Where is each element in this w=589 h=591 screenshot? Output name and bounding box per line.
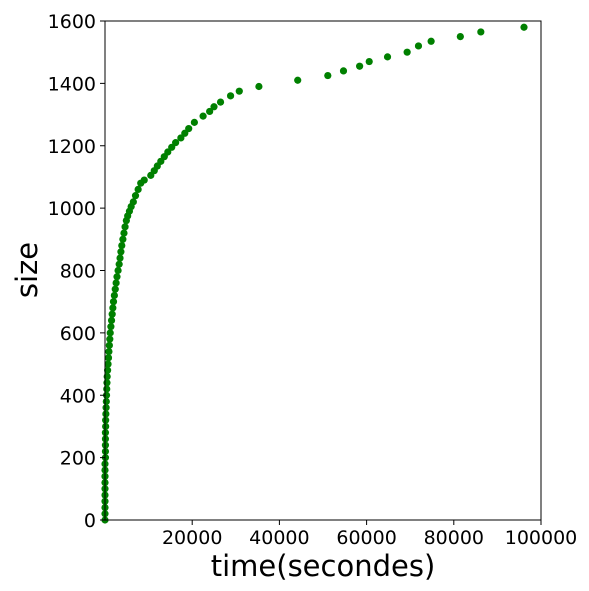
x-tick-label: 40000 — [249, 527, 309, 549]
y-tick-label: 0 — [84, 510, 96, 532]
x-tick-label: 20000 — [162, 527, 222, 549]
data-point — [113, 273, 121, 281]
data-point — [131, 192, 140, 200]
data-point — [105, 347, 113, 356]
data-point — [102, 410, 110, 418]
data-point — [235, 87, 243, 95]
data-point — [109, 304, 117, 312]
data-point — [206, 107, 214, 116]
data-point — [190, 118, 198, 126]
data-point — [104, 354, 113, 362]
data-point — [103, 385, 111, 393]
data-point — [339, 67, 348, 75]
data-point — [109, 298, 118, 306]
data-point — [226, 92, 235, 100]
data-point — [102, 397, 110, 406]
y-axis-label: size — [10, 242, 44, 298]
data-point — [117, 248, 125, 256]
y-tick-label: 400 — [60, 385, 96, 407]
data-point — [134, 185, 142, 194]
data-point — [403, 48, 411, 56]
data-point — [255, 82, 263, 91]
data-point — [356, 62, 364, 70]
data-point — [520, 23, 528, 31]
data-point — [107, 323, 115, 331]
data-point — [106, 329, 114, 337]
data-point — [216, 98, 225, 106]
y-tick-label: 1200 — [48, 136, 96, 158]
data-point — [129, 198, 137, 206]
data-point — [185, 125, 193, 133]
y-tick-label: 600 — [60, 323, 96, 345]
data-point — [104, 366, 112, 374]
x-tick-label: 100000 — [505, 527, 578, 549]
data-point — [112, 279, 120, 287]
y-tick-label: 1400 — [48, 73, 96, 95]
data-point — [120, 229, 128, 237]
data-point — [102, 422, 110, 431]
data-point — [383, 53, 392, 61]
data-point — [140, 176, 148, 184]
y-tick-label: 800 — [60, 261, 96, 283]
data-point — [105, 341, 113, 349]
y-tick-label: 1600 — [48, 11, 96, 33]
data-point — [102, 404, 110, 412]
data-point — [210, 103, 218, 111]
data-point — [111, 285, 119, 293]
data-point — [119, 235, 127, 243]
data-point — [102, 416, 110, 424]
y-axis-ticks: 0 200 400 600 800 1000 1200 1400 1600 — [48, 11, 105, 532]
x-axis-label: time(secondes) — [211, 549, 436, 583]
data-point — [199, 112, 207, 120]
data-point — [414, 42, 423, 50]
data-point — [106, 335, 114, 343]
data-point — [107, 316, 116, 324]
data-points — [101, 23, 528, 524]
data-point — [427, 37, 435, 45]
y-tick-label: 200 — [60, 448, 96, 470]
data-point — [121, 223, 129, 231]
x-tick-label: 60000 — [336, 527, 396, 549]
data-point — [365, 57, 373, 66]
data-point — [324, 71, 332, 80]
data-point — [172, 139, 180, 147]
data-point — [103, 379, 111, 387]
data-point — [294, 76, 302, 84]
data-point — [114, 266, 122, 275]
data-point — [110, 291, 118, 300]
data-point — [104, 360, 112, 368]
data-point — [108, 310, 116, 318]
data-point — [116, 254, 124, 262]
data-point — [456, 32, 464, 41]
plot-frame — [104, 20, 542, 521]
data-point — [118, 241, 126, 250]
data-point — [477, 28, 485, 36]
y-tick-label: 1000 — [48, 198, 96, 220]
x-tick-label: 80000 — [424, 527, 484, 549]
data-point — [115, 260, 123, 268]
x-axis-ticks: 20000 40000 60000 80000 100000 — [162, 520, 577, 549]
